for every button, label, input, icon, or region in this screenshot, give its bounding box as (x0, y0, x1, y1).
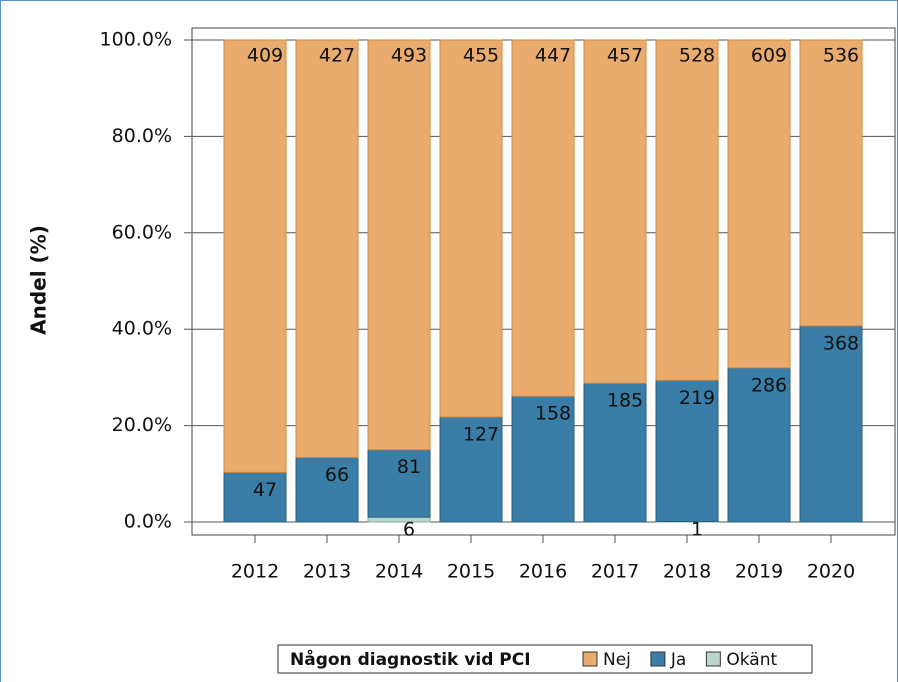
legend-swatch (582, 651, 598, 667)
data-label: 81 (397, 456, 421, 478)
data-label: 447 (535, 45, 571, 67)
bar-segment (799, 325, 863, 523)
bar-segment (367, 449, 431, 518)
data-label: 457 (607, 45, 643, 67)
y-tick-label: 0.0% (124, 511, 172, 533)
y-tick-label: 60.0% (112, 221, 172, 243)
bar-segment (511, 39, 575, 397)
data-label: 427 (319, 45, 355, 67)
x-tick-label: 2020 (807, 561, 855, 583)
bar-segment (727, 39, 791, 369)
bar-segment (367, 516, 431, 523)
bar-segment (511, 395, 575, 523)
data-label: 219 (679, 387, 715, 409)
data-label: 609 (751, 45, 787, 67)
x-tick-label: 2017 (591, 561, 639, 583)
bar-segment (655, 39, 719, 381)
y-tick-label: 40.0% (112, 318, 172, 340)
y-tick-label: 80.0% (112, 125, 172, 147)
data-label: 6 (403, 519, 415, 541)
data-label: 127 (463, 423, 499, 445)
data-label: 185 (607, 390, 643, 412)
y-tick-label: 100.0% (100, 29, 172, 51)
bar-segment (439, 39, 503, 418)
bar-segment (295, 39, 359, 458)
data-label: 66 (325, 464, 349, 486)
legend-label: Ja (670, 650, 686, 670)
data-label: 409 (247, 45, 283, 67)
x-tick-label: 2016 (519, 561, 567, 583)
legend (277, 644, 813, 674)
data-label: 1 (691, 519, 703, 541)
data-label: 158 (535, 403, 571, 425)
data-label: 286 (751, 374, 787, 396)
bar-segment (439, 416, 503, 523)
data-label: 493 (391, 45, 427, 67)
bar-segment (295, 456, 359, 523)
legend-swatch (650, 651, 666, 667)
x-tick-label: 2014 (375, 561, 423, 583)
x-tick-label: 2012 (231, 561, 279, 583)
data-label: 455 (463, 45, 499, 67)
bar-segment (223, 471, 287, 523)
x-tick-label: 2013 (303, 561, 351, 583)
data-label: 368 (823, 332, 859, 354)
x-tick-label: 2018 (663, 561, 711, 583)
bar-segment (223, 39, 287, 473)
data-label: 528 (679, 45, 715, 67)
bar-segment (799, 39, 863, 327)
legend-swatch (705, 651, 721, 667)
bar-segment (655, 379, 719, 523)
data-label: 536 (823, 45, 859, 67)
y-axis-title: Andel (%) (27, 225, 51, 335)
legend-label: Nej (603, 650, 631, 670)
x-tick-label: 2019 (735, 561, 783, 583)
data-label: 47 (253, 479, 277, 501)
legend-title: Någon diagnostik vid PCI (290, 648, 531, 670)
y-tick-label: 20.0% (112, 414, 172, 436)
legend-label: Okänt (726, 650, 777, 670)
x-tick-label: 2015 (447, 561, 495, 583)
bar-segment (583, 39, 647, 384)
bar-segment (367, 39, 431, 451)
